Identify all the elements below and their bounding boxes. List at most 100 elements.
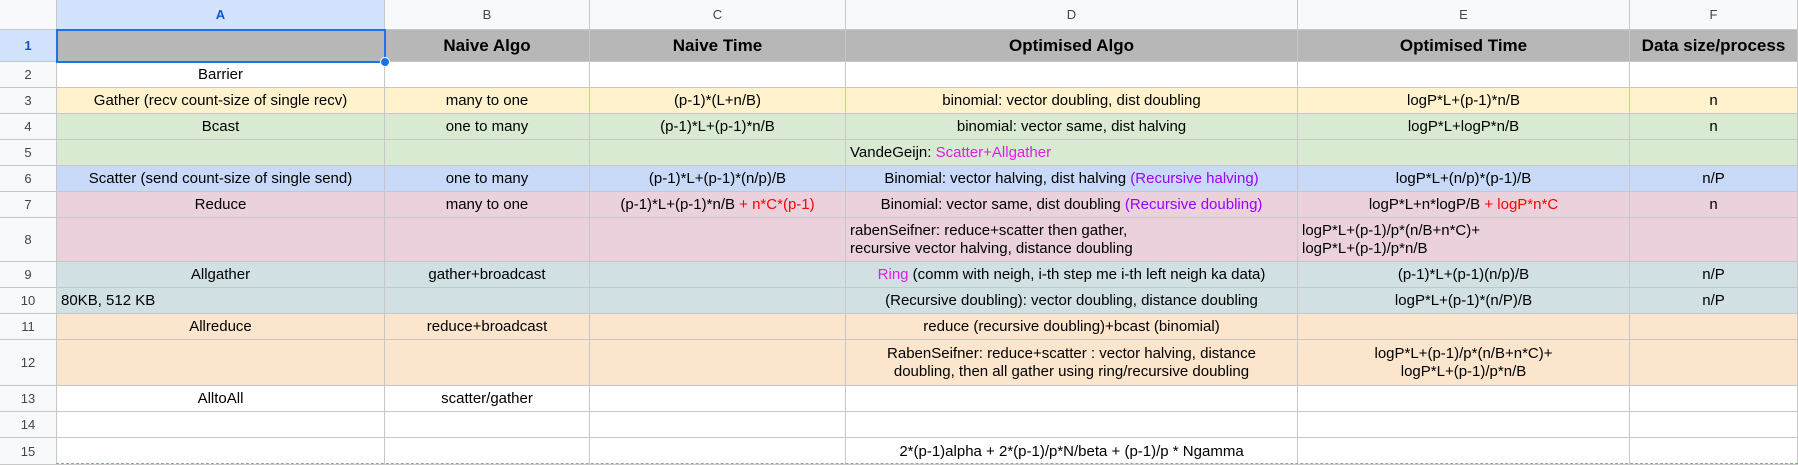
cell-f10[interactable]: n/P [1630, 288, 1798, 314]
cell-a11[interactable]: Allreduce [57, 314, 385, 340]
column-header-a[interactable]: A [57, 0, 385, 30]
select-all-corner[interactable] [0, 0, 57, 30]
cell-b12[interactable] [385, 340, 590, 386]
cell-a7[interactable]: Reduce [57, 192, 385, 218]
cell-b10[interactable] [385, 288, 590, 314]
cell-b14[interactable] [385, 412, 590, 438]
cell-b2[interactable] [385, 62, 590, 88]
cell-c2[interactable] [590, 62, 846, 88]
cell-d2[interactable] [846, 62, 1298, 88]
cell-b15[interactable] [385, 438, 590, 465]
cell-d4[interactable]: binomial: vector same, dist halving [846, 114, 1298, 140]
column-header-c[interactable]: C [590, 0, 846, 30]
cell-d9[interactable]: Ring (comm with neigh, i-th step me i-th… [846, 262, 1298, 288]
cell-c5[interactable] [590, 140, 846, 166]
cell-a12[interactable] [57, 340, 385, 386]
row-header-14[interactable]: 14 [0, 412, 57, 438]
cell-c7[interactable]: (p-1)*L+(p-1)*n/B + n*C*(p-1) [590, 192, 846, 218]
cell-f14[interactable] [1630, 412, 1798, 438]
cell-d14[interactable] [846, 412, 1298, 438]
cell-d12[interactable]: RabenSeifner: reduce+scatter : vector ha… [846, 340, 1298, 386]
row-header-6[interactable]: 6 [0, 166, 57, 192]
cell-d6[interactable]: Binomial: vector halving, dist halving (… [846, 166, 1298, 192]
cell-f6[interactable]: n/P [1630, 166, 1798, 192]
cell-e11[interactable] [1298, 314, 1630, 340]
cell-c15[interactable] [590, 438, 846, 465]
cell-b11[interactable]: reduce+broadcast [385, 314, 590, 340]
cell-c8[interactable] [590, 218, 846, 262]
cell-c3[interactable]: (p-1)*(L+n/B) [590, 88, 846, 114]
cell-e15[interactable] [1298, 438, 1630, 465]
cell-f5[interactable] [1630, 140, 1798, 166]
cell-c6[interactable]: (p-1)*L+(p-1)*(n/p)/B [590, 166, 846, 192]
cell-b13[interactable]: scatter/gather [385, 386, 590, 412]
cell-c11[interactable] [590, 314, 846, 340]
cell-e6[interactable]: logP*L+(n/p)*(p-1)/B [1298, 166, 1630, 192]
cell-d3[interactable]: binomial: vector doubling, dist doubling [846, 88, 1298, 114]
cell-f13[interactable] [1630, 386, 1798, 412]
cell-b4[interactable]: one to many [385, 114, 590, 140]
cell-b1[interactable]: Naive Algo [385, 30, 590, 62]
cell-e4[interactable]: logP*L+logP*n/B [1298, 114, 1630, 140]
cell-a5[interactable] [57, 140, 385, 166]
cell-c12[interactable] [590, 340, 846, 386]
cell-e2[interactable] [1298, 62, 1630, 88]
cell-e3[interactable]: logP*L+(p-1)*n/B [1298, 88, 1630, 114]
cell-f1[interactable]: Data size/process [1630, 30, 1798, 62]
cell-f11[interactable] [1630, 314, 1798, 340]
row-header-12[interactable]: 12 [0, 340, 57, 386]
cell-e5[interactable] [1298, 140, 1630, 166]
row-header-7[interactable]: 7 [0, 192, 57, 218]
row-header-3[interactable]: 3 [0, 88, 57, 114]
column-header-d[interactable]: D [846, 0, 1298, 30]
cell-e12[interactable]: logP*L+(p-1)/p*(n/B+n*C)+ logP*L+(p-1)/p*… [1298, 340, 1630, 386]
row-header-1[interactable]: 1 [0, 30, 57, 62]
cell-a6[interactable]: Scatter (send count-size of single send) [57, 166, 385, 192]
cell-c13[interactable] [590, 386, 846, 412]
cell-d8[interactable]: rabenSeifner: reduce+scatter then gather… [846, 218, 1298, 262]
row-header-9[interactable]: 9 [0, 262, 57, 288]
cell-f12[interactable] [1630, 340, 1798, 386]
cell-f8[interactable] [1630, 218, 1798, 262]
cell-b6[interactable]: one to many [385, 166, 590, 192]
cell-a14[interactable] [57, 412, 385, 438]
cell-b3[interactable]: many to one [385, 88, 590, 114]
cell-a8[interactable] [57, 218, 385, 262]
cell-a4[interactable]: Bcast [57, 114, 385, 140]
column-header-e[interactable]: E [1298, 0, 1630, 30]
cell-f9[interactable]: n/P [1630, 262, 1798, 288]
row-header-2[interactable]: 2 [0, 62, 57, 88]
cell-a15[interactable] [57, 438, 385, 465]
row-header-11[interactable]: 11 [0, 314, 57, 340]
cell-e10[interactable]: logP*L+(p-1)*(n/P)/B [1298, 288, 1630, 314]
cell-f3[interactable]: n [1630, 88, 1798, 114]
cell-a10[interactable]: 80KB, 512 KB [57, 288, 385, 314]
cell-e13[interactable] [1298, 386, 1630, 412]
cell-c9[interactable] [590, 262, 846, 288]
cell-a9[interactable]: Allgather [57, 262, 385, 288]
cell-e9[interactable]: (p-1)*L+(p-1)(n/p)/B [1298, 262, 1630, 288]
cell-a13[interactable]: AlltoAll [57, 386, 385, 412]
cell-b8[interactable] [385, 218, 590, 262]
cell-f15[interactable] [1630, 438, 1798, 465]
cell-c10[interactable] [590, 288, 846, 314]
cell-d7[interactable]: Binomial: vector same, dist doubling (Re… [846, 192, 1298, 218]
row-header-13[interactable]: 13 [0, 386, 57, 412]
cell-f2[interactable] [1630, 62, 1798, 88]
column-header-b[interactable]: B [385, 0, 590, 30]
cell-e8[interactable]: logP*L+(p-1)/p*(n/B+n*C)+ logP*L+(p-1)/p*… [1298, 218, 1630, 262]
cell-c1[interactable]: Naive Time [590, 30, 846, 62]
cell-a3[interactable]: Gather (recv count-size of single recv) [57, 88, 385, 114]
row-header-5[interactable]: 5 [0, 140, 57, 166]
cell-b7[interactable]: many to one [385, 192, 590, 218]
column-header-f[interactable]: F [1630, 0, 1798, 30]
row-header-4[interactable]: 4 [0, 114, 57, 140]
row-header-8[interactable]: 8 [0, 218, 57, 262]
cell-d10[interactable]: (Recursive doubling): vector doubling, d… [846, 288, 1298, 314]
row-header-10[interactable]: 10 [0, 288, 57, 314]
cell-f4[interactable]: n [1630, 114, 1798, 140]
cell-c14[interactable] [590, 412, 846, 438]
cell-a1[interactable] [57, 30, 385, 62]
cell-d13[interactable] [846, 386, 1298, 412]
cell-d15[interactable]: 2*(p-1)alpha + 2*(p-1)/p*N/beta + (p-1)/… [846, 438, 1298, 465]
